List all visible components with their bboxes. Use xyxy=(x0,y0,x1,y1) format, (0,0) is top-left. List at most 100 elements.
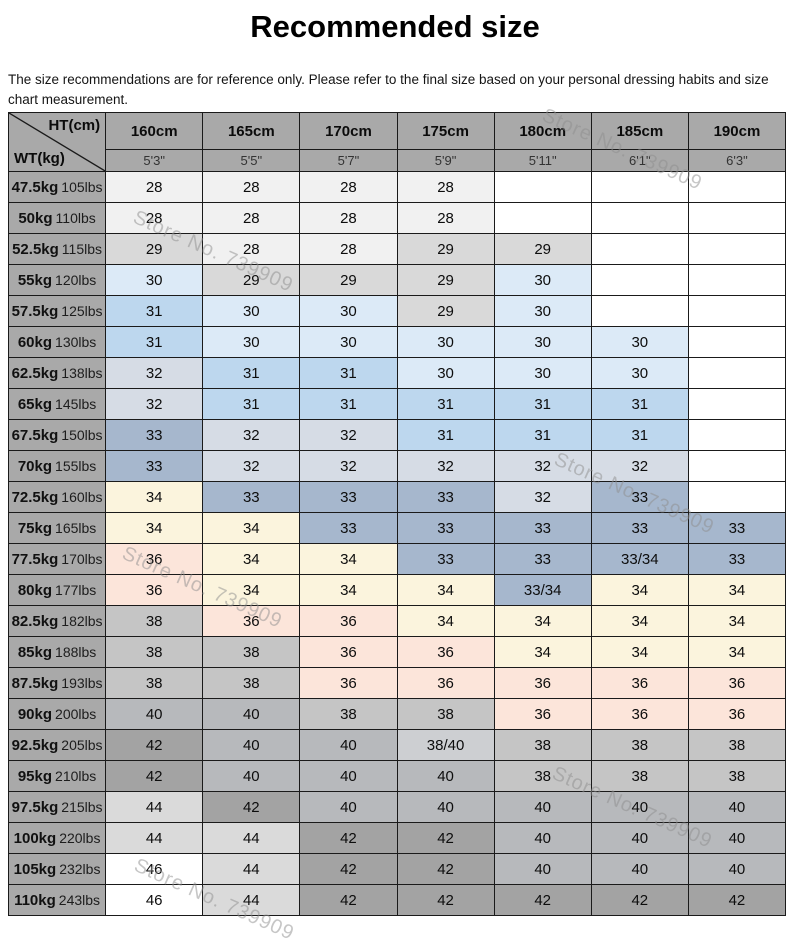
weight-kg-label: 65kg xyxy=(17,395,53,413)
weight-kg-label: 50kg xyxy=(18,209,53,227)
size-cell: 36 xyxy=(687,698,787,730)
size-cell: 42 xyxy=(687,884,787,916)
table-row: 65kg 145lbs 32 31 31 31 31 31 xyxy=(7,388,787,420)
size-cell: 34 xyxy=(105,481,204,513)
size-cell: 30 xyxy=(590,357,689,389)
size-cell: 42 xyxy=(105,760,204,792)
weight-lbs-label: 220lbs xyxy=(59,829,101,846)
size-cell: 32 xyxy=(590,450,689,482)
size-cell: 33 xyxy=(299,481,398,513)
weight-row-label: 87.5kg 193lbs xyxy=(7,667,107,699)
height-header-160cm: 160cm xyxy=(105,112,204,150)
weight-lbs-label: 243lbs xyxy=(58,891,101,908)
size-cell: 38 xyxy=(687,760,787,792)
size-cell: 28 xyxy=(299,233,398,265)
empty-size-cell xyxy=(493,202,592,234)
height-ft-subheader: 5'3" xyxy=(105,149,204,172)
weight-row-label: 95kg 210lbs xyxy=(7,760,107,792)
size-cell: 30 xyxy=(299,326,398,358)
weight-kg-label: 80kg xyxy=(17,581,53,599)
size-cell: 38/40 xyxy=(396,729,495,761)
height-header-170cm: 170cm xyxy=(299,112,398,150)
size-cell: 31 xyxy=(493,419,592,451)
empty-size-cell xyxy=(590,171,689,203)
size-cell: 38 xyxy=(202,667,301,699)
size-cell: 28 xyxy=(105,202,204,234)
table-row: 85kg 188lbs 38 38 36 36 34 34 34 xyxy=(7,636,787,668)
size-cell: 36 xyxy=(299,667,398,699)
empty-size-cell xyxy=(590,233,689,265)
size-cell: 34 xyxy=(299,574,398,606)
size-cell: 38 xyxy=(687,729,787,761)
weight-row-label: 60kg 130lbs xyxy=(7,326,107,358)
size-cell: 44 xyxy=(202,822,301,854)
size-cell: 40 xyxy=(299,729,398,761)
height-ft-subheader: 6'1" xyxy=(590,149,689,172)
size-cell: 42 xyxy=(396,853,495,885)
table-body: 47.5kg 105lbs 28 28 28 28 50kg 110lbs 28 28 28 28 52… xyxy=(7,171,787,916)
table-row: 110kg 243lbs 46 44 42 42 42 42 42 xyxy=(7,884,787,916)
size-cell: 31 xyxy=(105,326,204,358)
corner-diagonal-line xyxy=(9,113,105,171)
size-cell: 38 xyxy=(299,698,398,730)
size-cell: 34 xyxy=(687,605,787,637)
size-cell: 40 xyxy=(202,698,301,730)
size-cell: 38 xyxy=(493,760,592,792)
size-cell: 40 xyxy=(299,760,398,792)
weight-kg-label: 97.5kg xyxy=(11,798,59,816)
weight-row-label: 80kg 177lbs xyxy=(7,574,107,606)
weight-kg-label: 82.5kg xyxy=(11,612,59,630)
weight-kg-label: 105kg xyxy=(13,860,57,878)
size-cell: 38 xyxy=(590,729,689,761)
size-cell: 42 xyxy=(590,884,689,916)
size-cell: 28 xyxy=(396,171,495,203)
weight-kg-label: 52.5kg xyxy=(12,240,59,258)
weight-lbs-label: 177lbs xyxy=(55,581,97,598)
size-cell: 31 xyxy=(202,357,301,389)
table-row: 47.5kg 105lbs 28 28 28 28 xyxy=(7,171,787,203)
size-cell: 36 xyxy=(687,667,787,699)
table-row: 90kg 200lbs 40 40 38 38 36 36 36 xyxy=(7,698,787,730)
table-row: 95kg 210lbs 42 40 40 40 38 38 38 xyxy=(7,760,787,792)
size-cell: 40 xyxy=(590,822,689,854)
empty-size-cell xyxy=(687,357,787,389)
size-cell: 31 xyxy=(493,388,592,420)
weight-lbs-label: 145lbs xyxy=(55,395,97,412)
size-cell: 34 xyxy=(396,605,495,637)
size-cell: 33/34 xyxy=(590,543,689,575)
size-cell: 30 xyxy=(396,326,495,358)
weight-kg-label: 110kg xyxy=(14,891,56,909)
weight-kg-label: 85kg xyxy=(17,643,53,661)
corner-wt-label: WT(kg) xyxy=(14,150,65,167)
size-cell: 34 xyxy=(687,574,787,606)
size-cell: 30 xyxy=(493,264,592,296)
height-ft-subheader: 5'5" xyxy=(202,149,301,172)
size-cell: 36 xyxy=(396,636,495,668)
size-cell: 40 xyxy=(687,853,787,885)
size-cell: 32 xyxy=(493,450,592,482)
size-cell: 33/34 xyxy=(493,574,592,606)
weight-row-label: 65kg 145lbs xyxy=(7,388,107,420)
table-row: 50kg 110lbs 28 28 28 28 xyxy=(7,202,787,234)
size-cell: 29 xyxy=(396,233,495,265)
size-cell: 44 xyxy=(105,791,204,823)
table-row: 80kg 177lbs 36 34 34 34 33/34 34 34 xyxy=(7,574,787,606)
weight-row-label: 50kg 110lbs xyxy=(7,202,107,234)
size-cell: 32 xyxy=(493,481,592,513)
height-ft-subheader: 5'7" xyxy=(299,149,398,172)
size-cell: 36 xyxy=(299,605,398,637)
size-cell: 28 xyxy=(202,202,301,234)
size-cell: 31 xyxy=(396,419,495,451)
weight-lbs-label: 200lbs xyxy=(55,705,97,722)
weight-lbs-label: 160lbs xyxy=(61,488,103,505)
size-cell: 44 xyxy=(202,884,301,916)
weight-kg-label: 70kg xyxy=(17,457,53,475)
table-corner-cell: HT(cm) WT(kg) xyxy=(7,112,107,172)
size-cell: 33 xyxy=(590,481,689,513)
weight-row-label: 75kg 165lbs xyxy=(7,512,107,544)
size-cell: 34 xyxy=(590,636,689,668)
page-title: Recommended size xyxy=(250,9,540,44)
size-cell: 32 xyxy=(396,450,495,482)
weight-kg-label: 67.5kg xyxy=(11,426,59,444)
weight-lbs-label: 205lbs xyxy=(61,736,103,753)
